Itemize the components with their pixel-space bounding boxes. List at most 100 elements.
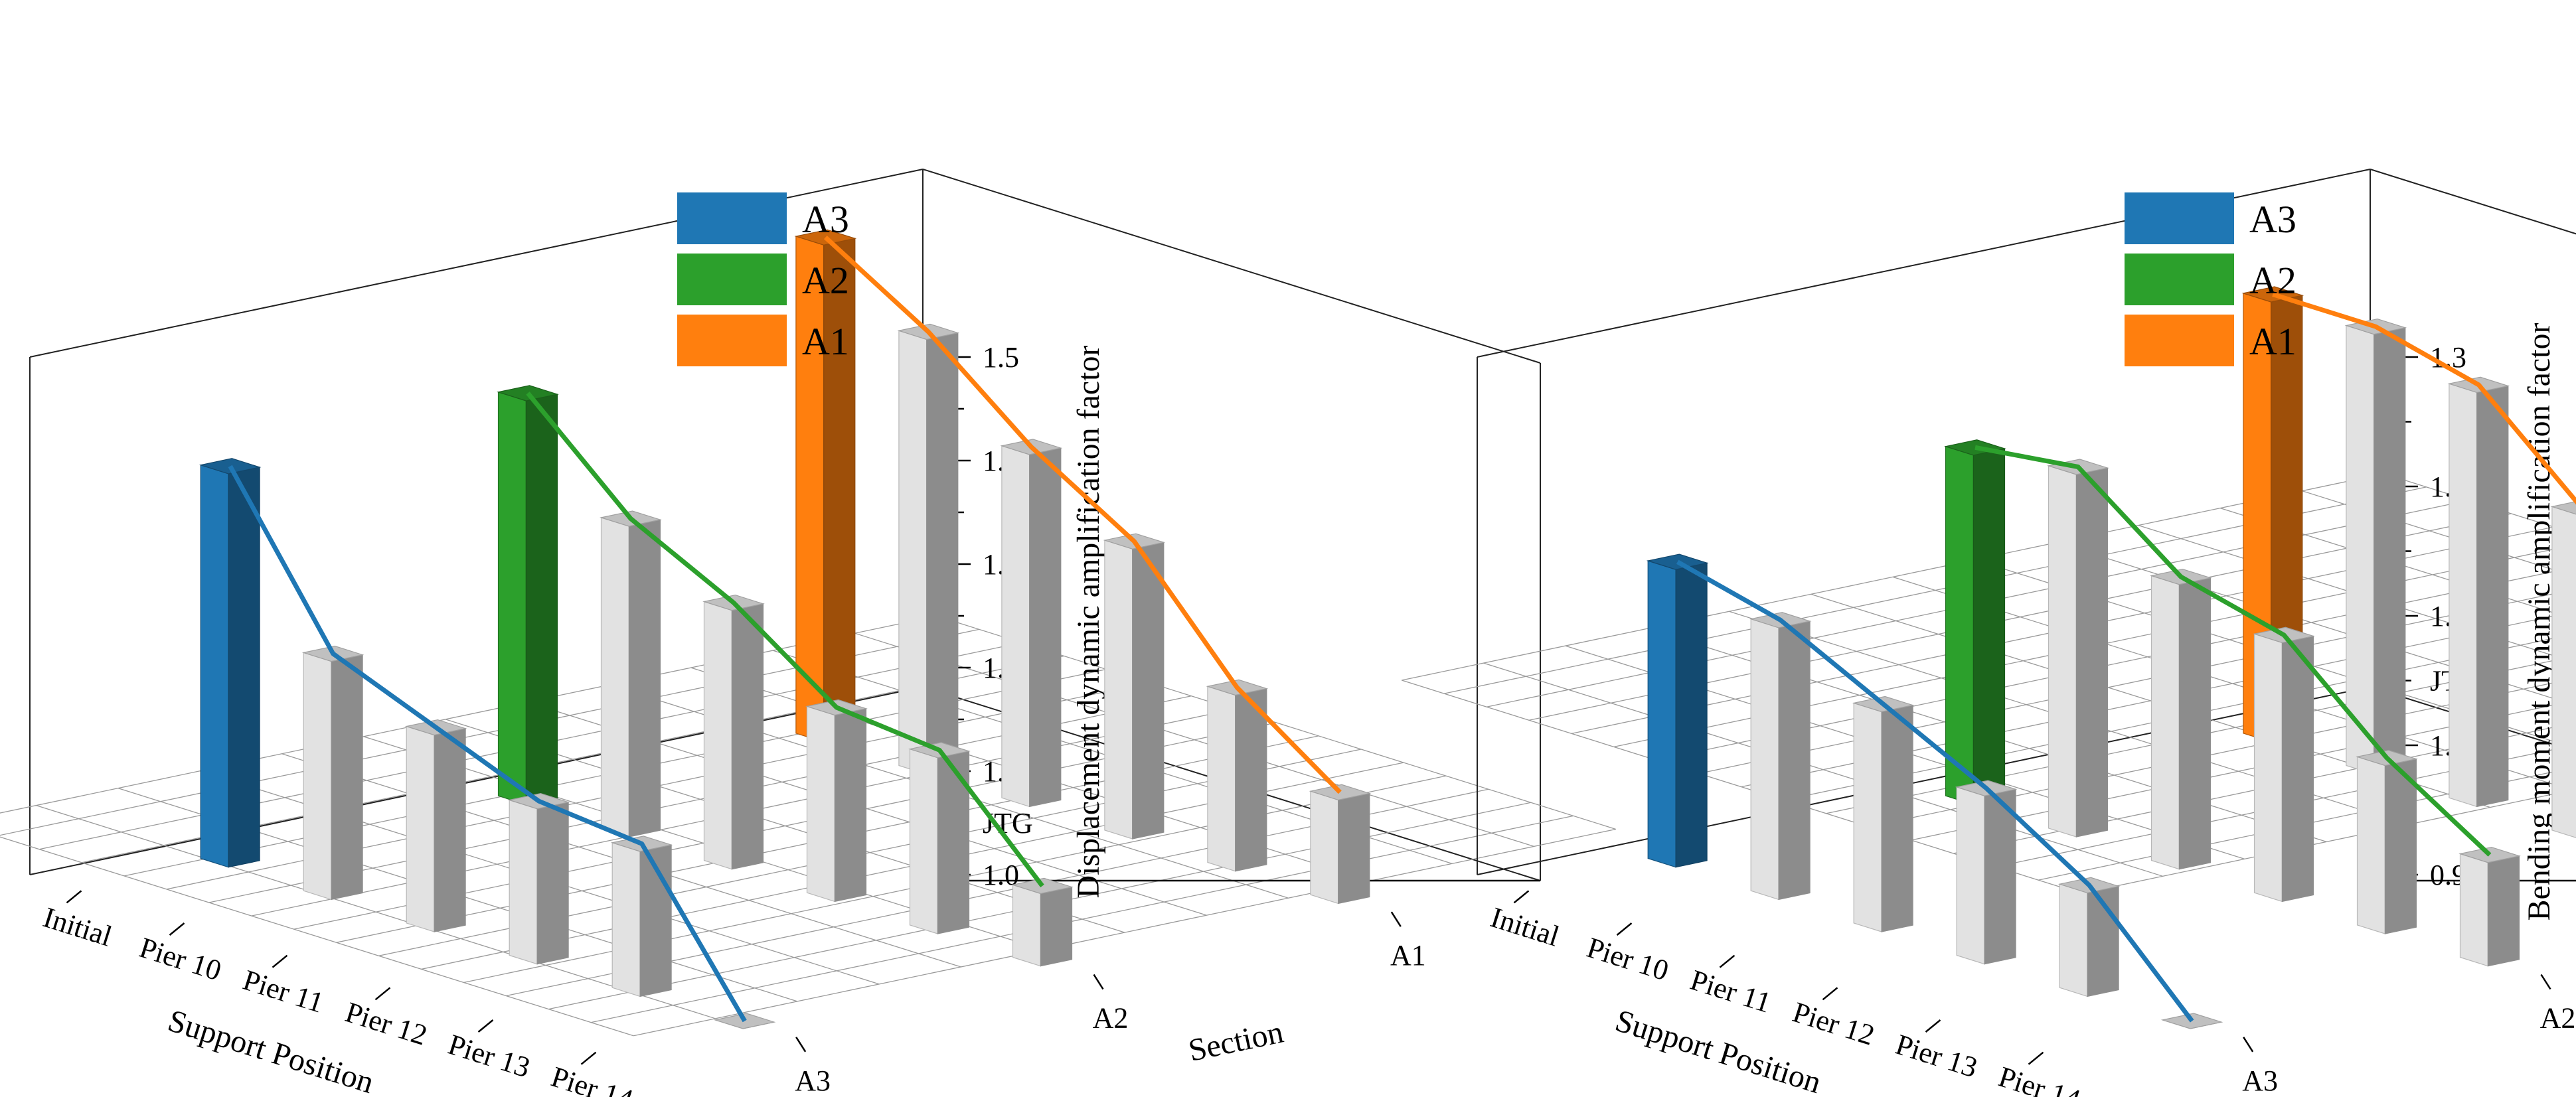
series-line-A1 (2272, 292, 2576, 505)
bar-A1-pier-11 (1000, 439, 1063, 808)
bar-A3-pier-13 (610, 836, 673, 997)
x-tick-label: Pier 12 (341, 995, 431, 1051)
x-tick-label: Pier 10 (1583, 931, 1672, 987)
bar-side-face (1984, 788, 2016, 965)
bar-side-face (1881, 704, 1913, 932)
bar-front-face (2449, 383, 2478, 808)
x-tick-label: Pier 14 (1994, 1060, 2084, 1097)
bar-A3-pier-10 (301, 645, 364, 901)
bar-front-face (2356, 756, 2385, 934)
bar-side-face (536, 802, 569, 965)
bar-front-face (406, 725, 435, 932)
x-tick (1513, 890, 1530, 904)
bar-front-face (1853, 702, 1882, 932)
bar-A2-pier-10 (2047, 459, 2109, 838)
bar-side-face (2476, 385, 2509, 808)
legend-label-A2: A2 (2249, 259, 2296, 302)
bar-front-face (600, 517, 630, 838)
x-tick-label: Pier 13 (444, 1028, 534, 1084)
box-edge (29, 686, 924, 875)
bar-A2-pier-12 (2253, 626, 2315, 903)
legend-label-A2: A2 (802, 259, 849, 302)
bar-A1-pier-10 (2344, 318, 2407, 775)
bar-front-face (909, 748, 939, 934)
grid-line (1483, 662, 2163, 877)
bar-front-face (303, 652, 332, 901)
y-tick (2243, 1037, 2254, 1053)
box-edge (1477, 169, 2371, 358)
bar-A3-pier-12 (1955, 780, 2018, 965)
bar-front-face (509, 799, 538, 965)
bar-front-face (1104, 540, 1133, 840)
legend-swatch-A2 (677, 254, 787, 305)
bars (1646, 286, 2576, 1029)
bar-front-face (1012, 884, 1042, 967)
bar-side-face (628, 519, 661, 838)
x-tick-label: Pier 12 (1789, 995, 1878, 1051)
bar-A2-initial (497, 385, 559, 806)
bar-side-face (926, 332, 959, 775)
bar-front-face (2346, 325, 2375, 775)
legend-swatch-A3 (677, 192, 787, 244)
z-axis-title: Displacement dynamic amplification facto… (1071, 345, 1106, 898)
x-tick-label: Pier 13 (1892, 1028, 1981, 1084)
legend-swatch-A1 (677, 315, 787, 366)
z-axis-title: Bending moment dynamic amplification fac… (2522, 323, 2557, 920)
bar-side-face (1778, 621, 1811, 901)
x-tick-label: Pier 10 (135, 931, 225, 987)
series-line-A2 (1974, 445, 2492, 857)
bar-A3-pier-13 (2057, 877, 2121, 997)
legend-label-A1: A1 (802, 320, 849, 363)
y-tick-label: A3 (795, 1064, 831, 1097)
bar-front-face (611, 841, 641, 997)
bar-front-face (795, 236, 825, 743)
box-edge (29, 169, 924, 358)
z-tick-label: 1.5 (983, 341, 1019, 374)
x-tick (2028, 1051, 2044, 1065)
y-tick (1390, 911, 1402, 927)
bar-A2-pier-12 (805, 699, 868, 903)
x-tick (1719, 954, 1735, 968)
bar-front-face (1956, 786, 1985, 965)
x-tick (272, 954, 288, 968)
box-edge (2370, 169, 2576, 235)
series-lines (228, 236, 1342, 1023)
series-line-A3 (1676, 559, 2194, 1023)
bar-front-face (2150, 575, 2180, 870)
bar-side-face (1040, 886, 1073, 967)
series-lines (1676, 292, 2576, 1023)
y-tick (2540, 974, 2551, 990)
bar-side-face (2374, 327, 2406, 775)
bar-front-face (200, 464, 229, 868)
bar-front-face (1207, 686, 1236, 872)
bar-A1-pier-12 (2550, 501, 2576, 838)
bar-top-face (2550, 501, 2576, 515)
x-tick (169, 922, 185, 936)
bar-A3-pier-11 (1852, 695, 1915, 932)
legend: A3 A2 A1 (2125, 192, 2296, 366)
bar-A3-pier-10 (1749, 612, 1812, 901)
bar-A2-initial (1944, 439, 2006, 806)
legend-swatch-A1 (2125, 315, 2234, 366)
bar-A1-pier-12 (1103, 533, 1166, 840)
y-tick-label: A1 (1390, 939, 1426, 972)
bar-front-face (703, 601, 733, 870)
bar-front-face (2253, 633, 2283, 903)
bar-side-face (1132, 542, 1165, 840)
x-tick (66, 890, 82, 904)
x-tick (374, 987, 391, 1001)
bar-side-face (731, 603, 764, 870)
bar-side-face (1675, 562, 1708, 868)
bar-side-face (1029, 447, 1062, 808)
x-tick-label: Initial (39, 901, 116, 952)
bar-front-face (2551, 506, 2576, 838)
bar-A3-pier-12 (507, 792, 570, 965)
bar-side-face (331, 654, 363, 901)
bar-top-face (1309, 784, 1372, 801)
series-line-A1 (823, 236, 1342, 794)
y-axis-title: Section (1186, 1014, 1287, 1068)
bar-side-face (937, 751, 970, 934)
x-tick (1616, 922, 1633, 936)
bar-A2-pier-13 (2356, 749, 2418, 934)
